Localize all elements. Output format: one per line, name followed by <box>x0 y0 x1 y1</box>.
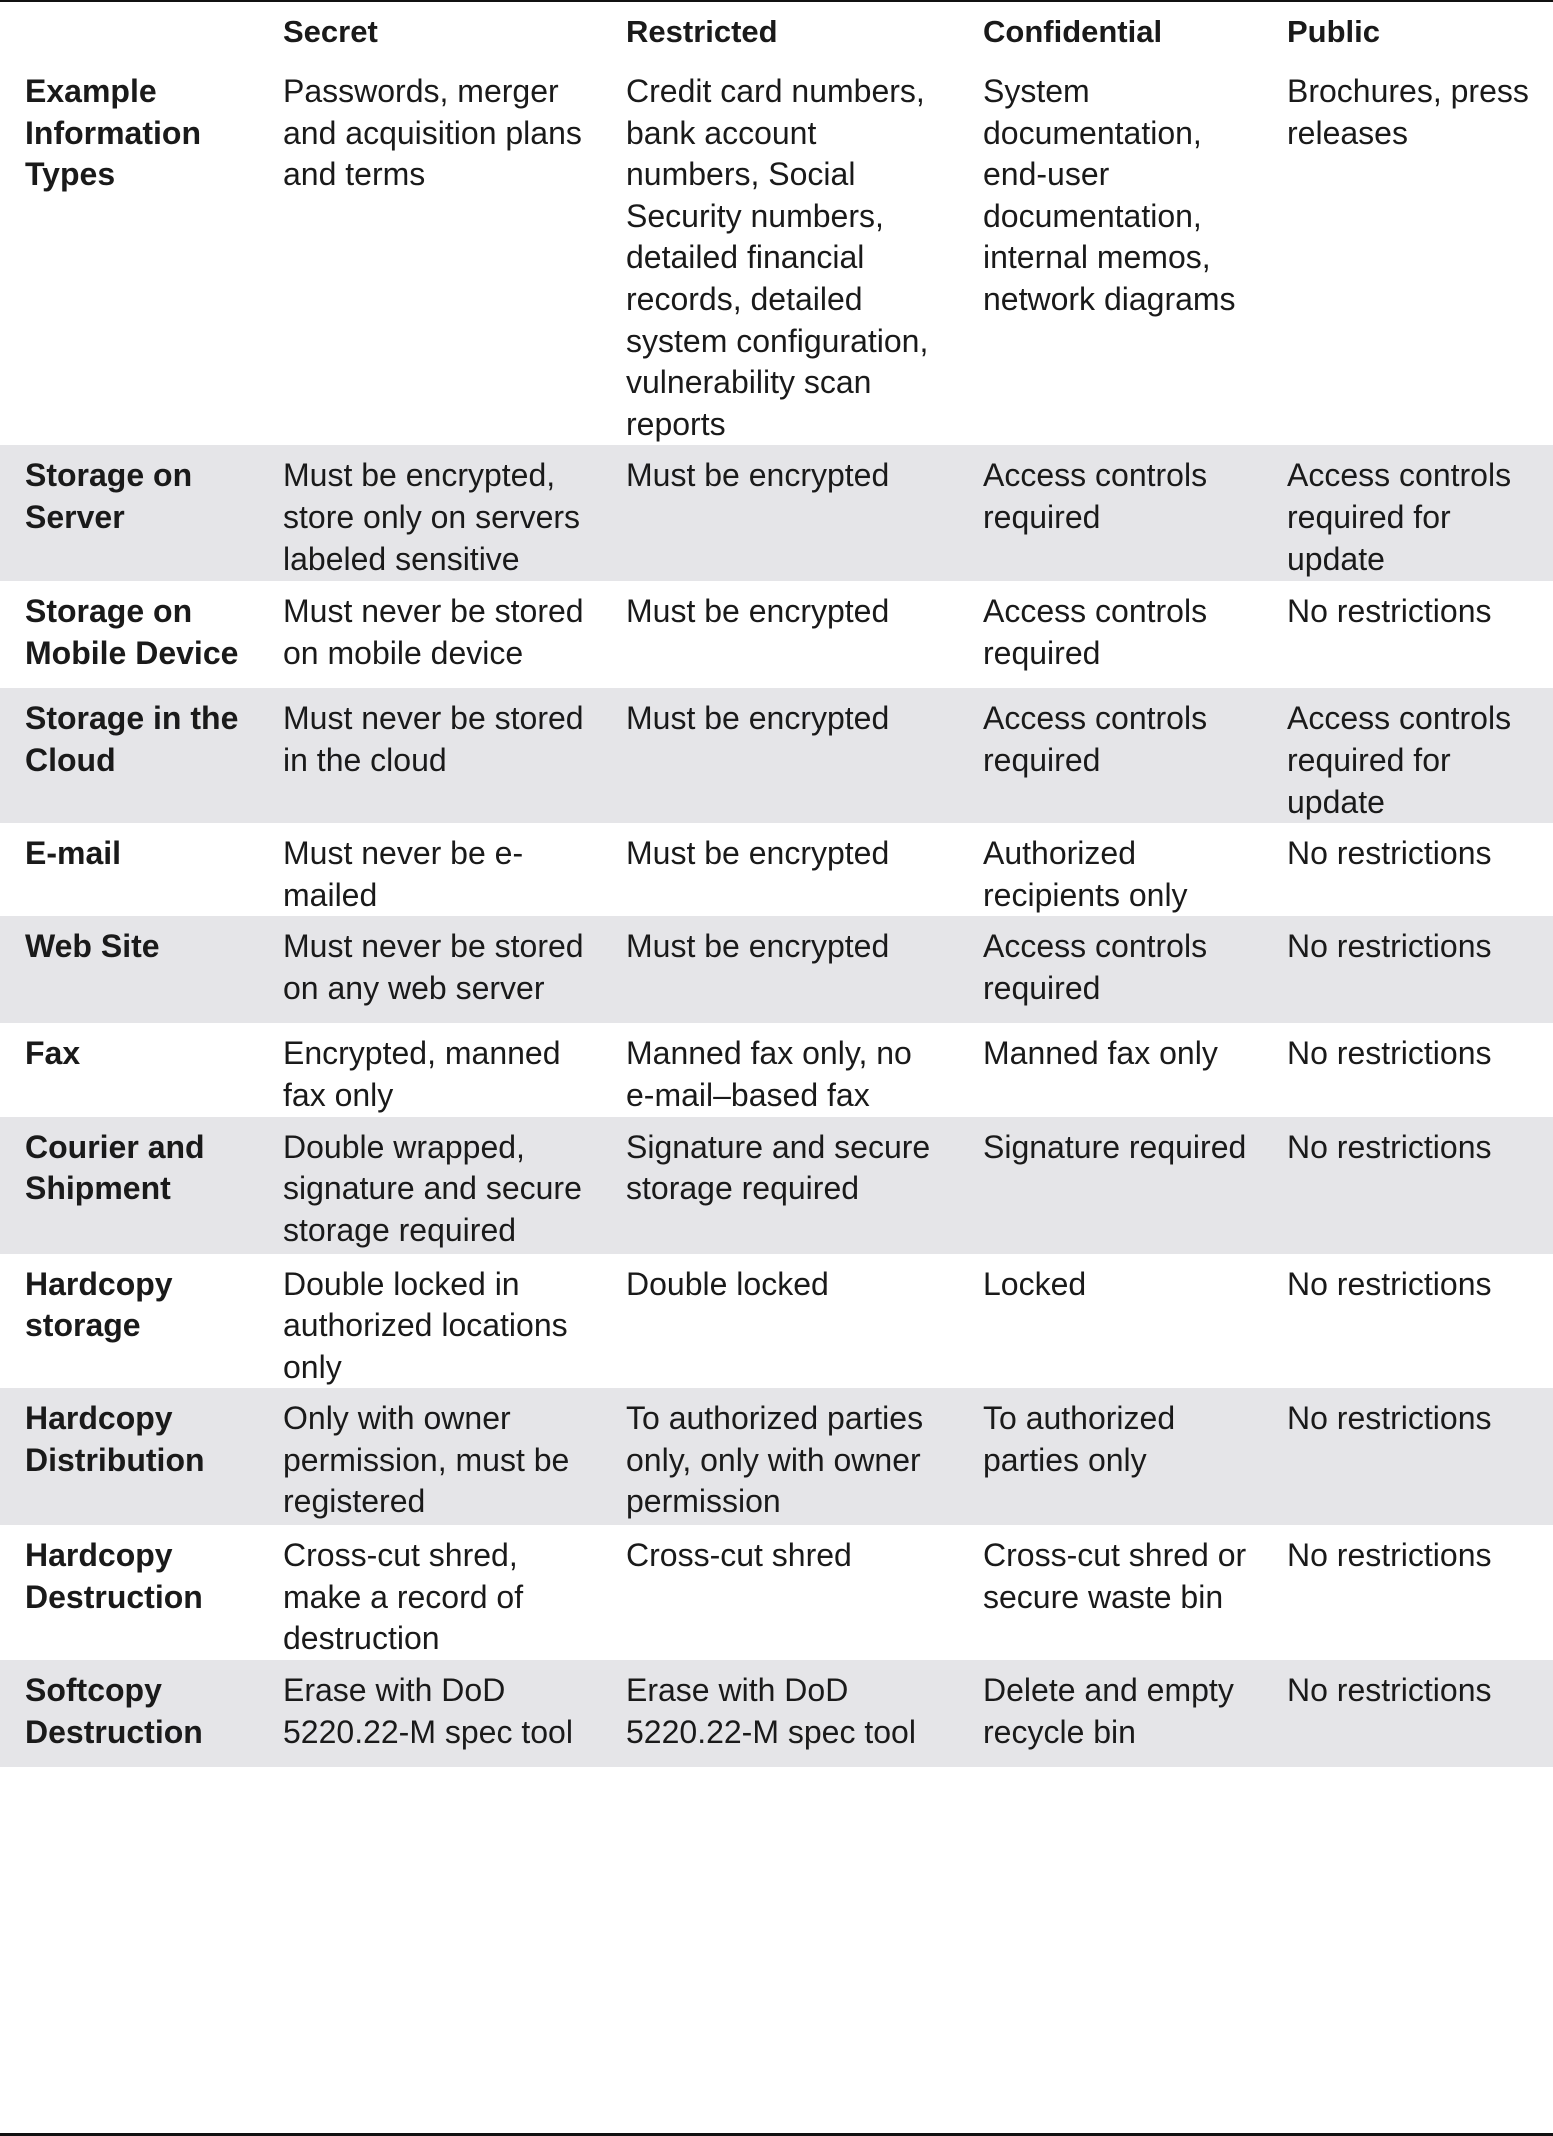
table-row: Fax Encrypted, manned fax only Manned fax … <box>0 1023 1553 1116</box>
table-row: Storage on Server Must be encrypted, stor… <box>0 445 1553 582</box>
row-label: Softcopy Destruction <box>0 1660 258 1768</box>
cell-public: Access controls required for update <box>1262 688 1553 824</box>
row-label: Hardcopy storage <box>25 1265 173 1344</box>
table-row: Courier and Shipment Double wrapped, sign… <box>0 1116 1553 1254</box>
cell-public: No restrictions <box>1262 1660 1553 1768</box>
row-label: Hardcopy Destruction <box>25 1537 203 1615</box>
row-label: Web Site <box>0 916 258 1024</box>
cell-secret: Double locked in authorized locations on… <box>283 1265 568 1385</box>
cell-restricted: Must be encrypted <box>601 688 958 824</box>
cell-confidential: Cross-cut shred or secure waste bin <box>983 1537 1247 1615</box>
cell-restricted: Erase with DoD 5220.22-M spec tool <box>601 1660 958 1768</box>
cell-confidential: System documentation, end-user documenta… <box>983 73 1236 317</box>
cell-public: Brochures, press releases <box>1287 73 1529 151</box>
cell-secret: Double wrapped, signature and secure sto… <box>258 1116 601 1254</box>
cell-public: No restrictions <box>1287 835 1492 872</box>
row-label: Storage in the Cloud <box>0 688 258 824</box>
table-row: Hardcopy Destruction Cross-cut shred, mak… <box>0 1525 1553 1660</box>
cell-public: No restrictions <box>1287 593 1492 630</box>
cell-secret: Cross-cut shred, make a record of destru… <box>283 1537 524 1657</box>
cell-public: No restrictions <box>1262 1116 1553 1254</box>
header-cell-blank <box>0 2 258 61</box>
table-row: Hardcopy Distribution Only with owner per… <box>0 1388 1553 1526</box>
row-label: Example Information Types <box>25 73 201 193</box>
cell-public: No restrictions <box>1287 1265 1492 1302</box>
cell-confidential: Access controls required <box>958 688 1262 824</box>
cell-restricted: Must be encrypted <box>626 593 890 630</box>
cell-secret: Must never be stored in the cloud <box>258 688 601 824</box>
cell-restricted: Credit card numbers, bank account number… <box>626 73 929 442</box>
table-row: Softcopy Destruction Erase with DoD 5220.… <box>0 1660 1553 1768</box>
table-row: Hardcopy storage Double locked in authori… <box>0 1254 1553 1389</box>
table-body: Example Information Types Passwords, merg… <box>0 61 1553 1768</box>
row-label: Courier and Shipment <box>0 1116 258 1254</box>
header-cell-public: Public <box>1287 14 1381 49</box>
header-cell-secret: Secret <box>283 14 378 49</box>
header-cell-restricted: Restricted <box>626 14 778 49</box>
cell-restricted: Must be encrypted <box>626 835 890 872</box>
cell-secret: Must never be e-mailed <box>283 835 524 913</box>
header-cell-confidential: Confidential <box>983 14 1163 49</box>
data-classification-table: Secret Restricted Confidential Public Ex… <box>0 2 1553 1768</box>
cell-secret: Only with owner permission, must be regi… <box>258 1388 601 1526</box>
cell-public: No restrictions <box>1262 916 1553 1024</box>
cell-restricted: Double locked <box>626 1265 829 1302</box>
cell-confidential: Authorized recipients only <box>983 835 1188 913</box>
cell-restricted: To authorized parties only, only with ow… <box>601 1388 958 1526</box>
table-row: Example Information Types Passwords, merg… <box>0 61 1553 445</box>
table-row: Storage in the Cloud Must never be stored… <box>0 688 1553 824</box>
cell-secret: Must never be stored on any web server <box>258 916 601 1024</box>
cell-confidential: Locked <box>983 1265 1087 1302</box>
cell-restricted: Cross-cut shred <box>626 1537 852 1574</box>
cell-secret: Passwords, merger and acquisition plans … <box>283 73 582 193</box>
cell-restricted: Must be encrypted <box>601 445 958 582</box>
cell-confidential: To authorized parties only <box>958 1388 1262 1526</box>
table-row: E-mail Must never be e-mailed Must be encr… <box>0 823 1553 916</box>
cell-confidential: Access controls required <box>983 593 1208 671</box>
cell-secret: Encrypted, manned fax only <box>283 1035 561 1113</box>
row-label: Storage on Mobile Device <box>25 593 239 671</box>
row-label: Hardcopy Distribution <box>0 1388 258 1526</box>
cell-restricted: Signature and secure storage required <box>601 1116 958 1254</box>
cell-secret: Must be encrypted, store only on servers… <box>258 445 601 582</box>
cell-confidential: Delete and empty recycle bin <box>958 1660 1262 1768</box>
table-row: Storage on Mobile Device Must never be st… <box>0 581 1553 688</box>
cell-restricted: Must be encrypted <box>601 916 958 1024</box>
row-label: Fax <box>25 1035 81 1072</box>
cell-confidential: Access controls required <box>958 445 1262 582</box>
cell-confidential: Access controls required <box>958 916 1262 1024</box>
cell-restricted: Manned fax only, no e-mail–based fax <box>626 1035 912 1113</box>
cell-public: Access controls required for update <box>1262 445 1553 582</box>
cell-secret: Erase with DoD 5220.22-M spec tool <box>258 1660 601 1768</box>
cell-secret: Must never be stored on mobile device <box>283 593 584 671</box>
cell-public: No restrictions <box>1287 1537 1492 1574</box>
cell-public: No restrictions <box>1262 1388 1553 1526</box>
row-label: E-mail <box>25 835 122 872</box>
header-row: Secret Restricted Confidential Public <box>0 2 1553 61</box>
table-row: Web Site Must never be stored on any web … <box>0 916 1553 1024</box>
cell-public: No restrictions <box>1287 1035 1492 1072</box>
row-label: Storage on Server <box>0 445 258 582</box>
cell-confidential: Manned fax only <box>983 1035 1218 1072</box>
cell-confidential: Signature required <box>958 1116 1262 1254</box>
